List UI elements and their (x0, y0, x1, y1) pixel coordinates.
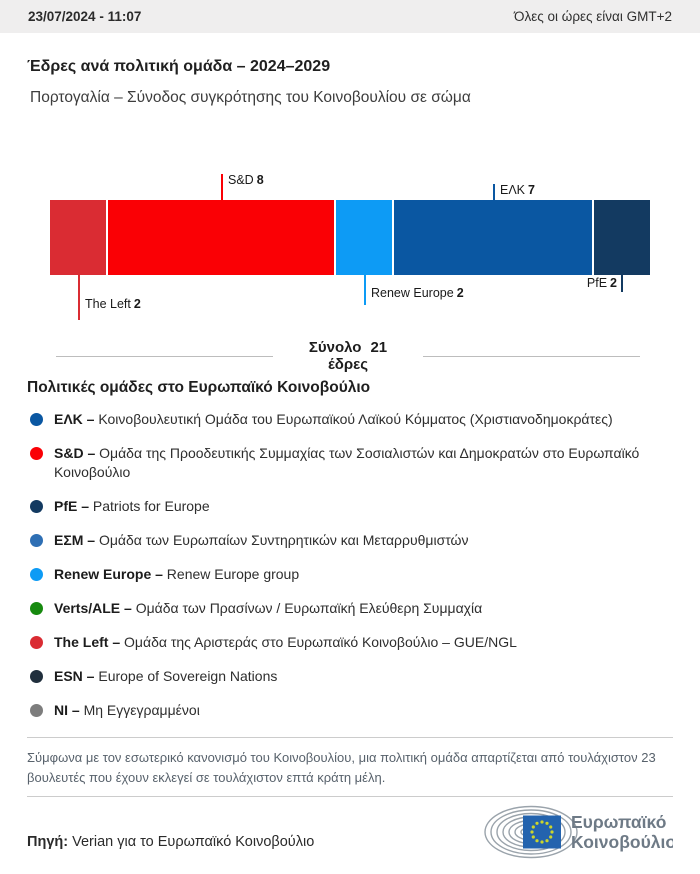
legend-heading: Πολιτικές ομάδες στο Ευρωπαϊκό Κοινοβούλ… (27, 379, 371, 396)
source-text: Πηγή: Verian για το Ευρωπαϊκό Κοινοβούλι… (27, 834, 315, 850)
source-row: Πηγή: Verian για το Ευρωπαϊκό Κοινοβούλι… (27, 805, 673, 859)
legend-item-s&d: S&D – Ομάδα της Προοδευτικής Συμμαχίας τ… (27, 444, 673, 482)
seats-chart: S&D 8 ΕΛΚ 7 The Left 2 Renew Europe 2 PfE 2 (0, 160, 700, 330)
page-subtitle: Πορτογαλία – Σύνοδος συγκρότησης του Κοι… (30, 89, 471, 106)
total-value: 21 (370, 339, 388, 356)
total-unit: έδρες (327, 356, 369, 373)
european-parliament-logo: Ευρωπαϊκό Κοινοβούλιο (484, 805, 673, 859)
legend-item-verts-ale: Verts/ALE – Ομάδα των Πρασίνων / Ευρωπαϊ… (27, 599, 673, 618)
top-bar: 23/07/2024 - 11:07 Όλες οι ώρες είναι GM… (0, 0, 700, 33)
page-title: Έδρες ανά πολιτική ομάδα – 2024–2029 (27, 58, 331, 75)
legend-item-label: ΕΣΜ – Ομάδα των Ευρωπαίων Συντηρητικών κ… (54, 532, 469, 548)
pfe-tick-line (621, 275, 623, 292)
legend-color-dot (30, 568, 43, 581)
bar-segment-ελκ[interactable] (394, 200, 592, 275)
total-label-row: Σύνολο 21 (273, 339, 423, 356)
eu-flag-stars-icon (530, 820, 554, 844)
legend-color-dot (30, 670, 43, 683)
total-seats: Σύνολο 21 έδρες (56, 337, 640, 375)
legend-color-dot (30, 413, 43, 426)
legend-item-label: ΕΛΚ – Κοινοβουλευτική Ομάδα του Ευρωπαϊκ… (54, 411, 613, 427)
legend-item-ελκ: ΕΛΚ – Κοινοβουλευτική Ομάδα του Ευρωπαϊκ… (27, 410, 673, 429)
legend-item-esn: ESN – Europe of Sovereign Nations (27, 667, 673, 686)
legend-color-dot (30, 636, 43, 649)
legend-item-label: The Left – Ομάδα της Αριστεράς στο Ευρωπ… (54, 634, 517, 650)
bar-segment-renew-europe[interactable] (335, 200, 393, 275)
legend-item-εσμ: ΕΣΜ – Ομάδα των Ευρωπαίων Συντηρητικών κ… (27, 531, 673, 550)
legend-item-label: Verts/ALE – Ομάδα των Πρασίνων / Ευρωπαϊ… (54, 600, 483, 616)
legend-item-label: Renew Europe – Renew Europe group (54, 566, 300, 582)
legend-item-label: S&D – Ομάδα της Προοδευτικής Συμμαχίας τ… (54, 445, 640, 480)
legend-item-label: NI – Μη Εγγεγραμμένοι (54, 702, 200, 718)
renew-bar-label: Renew Europe 2 (371, 286, 464, 300)
epp-bar-label: ΕΛΚ 7 (500, 183, 535, 197)
timezone-note: Όλες οι ώρες είναι GMT+2 (514, 9, 672, 24)
legend-color-dot (30, 500, 43, 513)
total-left-rule (56, 355, 273, 357)
footnote: Σύμφωνα με τον εσωτερικό κανονισμό του Κ… (27, 737, 673, 797)
the-left-tick-line (78, 275, 80, 320)
total-label: Σύνολο (308, 339, 362, 356)
pfe-bar-label: PfE 2 (586, 276, 617, 290)
legend-color-dot (30, 534, 43, 547)
logo-wordmark: Ευρωπαϊκό Κοινοβούλιο (571, 812, 673, 852)
legend-item-pfe: PfE – Patriots for Europe (27, 497, 673, 516)
legend-item-label: ESN – Europe of Sovereign Nations (54, 668, 278, 684)
sd-bar-label: S&D 8 (228, 173, 264, 187)
legend-item-renew-europe: Renew Europe – Renew Europe group (27, 565, 673, 584)
stacked-bar (50, 200, 650, 275)
bar-segment-the-left[interactable] (50, 200, 107, 275)
legend-item-ni: NI – Μη Εγγεγραμμένοι (27, 701, 673, 720)
the-left-bar-label: The Left 2 (85, 297, 141, 311)
legend-item-label: PfE – Patriots for Europe (54, 498, 210, 514)
bar-segment-pfe[interactable] (593, 200, 650, 275)
legend-list: ΕΛΚ – Κοινοβουλευτική Ομάδα του Ευρωπαϊκ… (27, 410, 673, 720)
bar-segment-s-d[interactable] (108, 200, 334, 275)
renew-tick-line (364, 275, 366, 305)
datetime-label: 23/07/2024 - 11:07 (28, 9, 142, 24)
total-right-rule (423, 355, 640, 357)
legend-color-dot (30, 704, 43, 717)
legend-color-dot (30, 602, 43, 615)
sd-tick-line (221, 174, 223, 200)
legend-color-dot (30, 447, 43, 460)
legend-item-the-left: The Left – Ομάδα της Αριστεράς στο Ευρωπ… (27, 633, 673, 652)
epp-tick-line (493, 184, 495, 200)
